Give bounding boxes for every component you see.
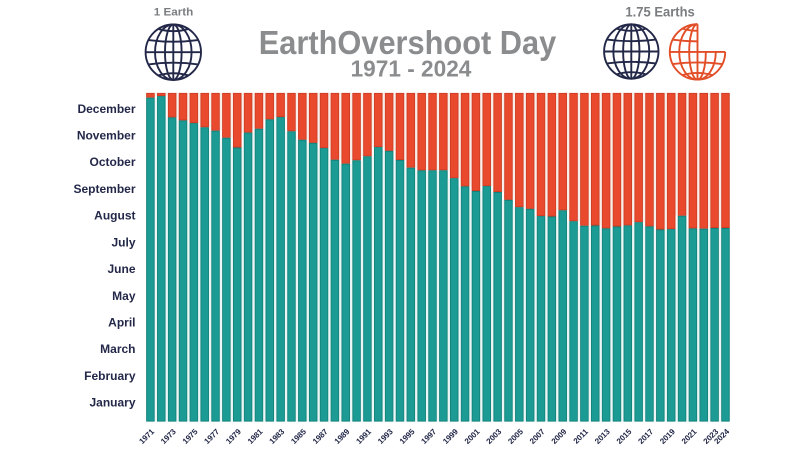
svg-text:April: April [108, 315, 135, 329]
svg-text:October: October [89, 155, 135, 169]
svg-text:December: December [77, 102, 135, 116]
svg-text:June: June [107, 262, 135, 276]
svg-text:November: November [77, 129, 136, 143]
svg-text:August: August [94, 209, 135, 223]
svg-text:1971 - 2024: 1971 - 2024 [351, 56, 472, 82]
svg-text:July: July [111, 235, 135, 249]
svg-text:1.75 Earths: 1.75 Earths [625, 4, 695, 19]
svg-text:February: February [84, 369, 136, 383]
svg-text:September: September [73, 182, 135, 196]
svg-text:1 Earth: 1 Earth [154, 6, 194, 18]
svg-text:January: January [89, 396, 135, 410]
svg-text:May: May [112, 289, 136, 303]
svg-text:March: March [100, 342, 135, 356]
svg-text:EarthOvershoot Day: EarthOvershoot Day [259, 24, 557, 61]
